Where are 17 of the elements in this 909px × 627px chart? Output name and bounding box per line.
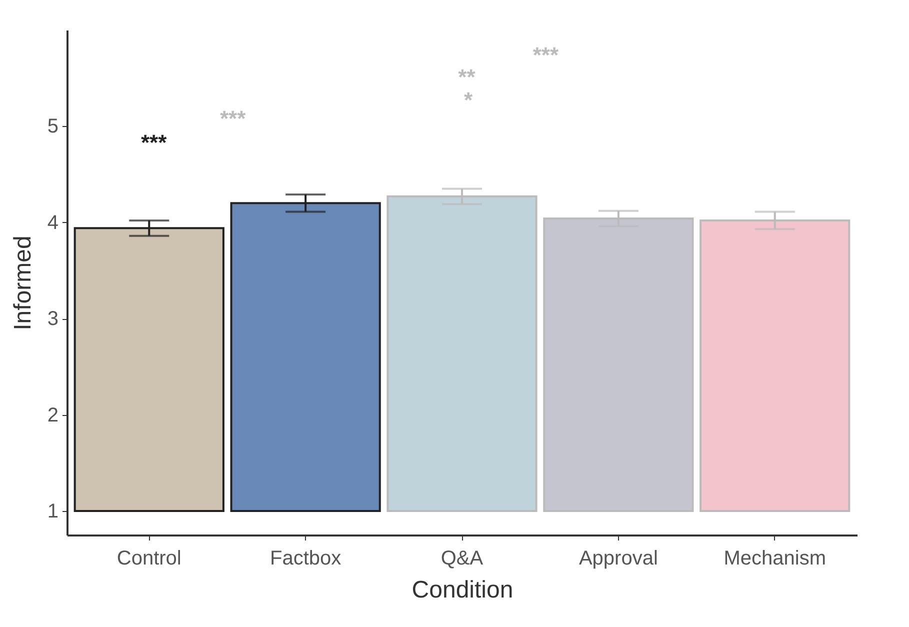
annotation: *** <box>532 42 559 68</box>
y-tick-label: 3 <box>47 308 58 330</box>
x-tick-label: Mechanism <box>724 548 826 570</box>
annotation: *** <box>220 106 246 131</box>
x-axis-title: Condition <box>412 576 514 604</box>
annotation: ** <box>458 64 476 90</box>
annotation: * <box>464 88 473 113</box>
y-tick-label: 5 <box>47 116 58 138</box>
y-tick-label: 4 <box>47 212 58 234</box>
y-axis-title: Informed <box>9 236 36 330</box>
y-tick-label: 2 <box>47 404 58 426</box>
x-tick-label: Factbox <box>270 548 342 570</box>
y-tick-label: 1 <box>47 500 58 522</box>
x-tick-label: Approval <box>578 548 658 570</box>
x-tick-label: Control <box>116 548 182 570</box>
annotation: *** <box>140 130 168 156</box>
x-tick-label: Q&A <box>440 548 484 570</box>
